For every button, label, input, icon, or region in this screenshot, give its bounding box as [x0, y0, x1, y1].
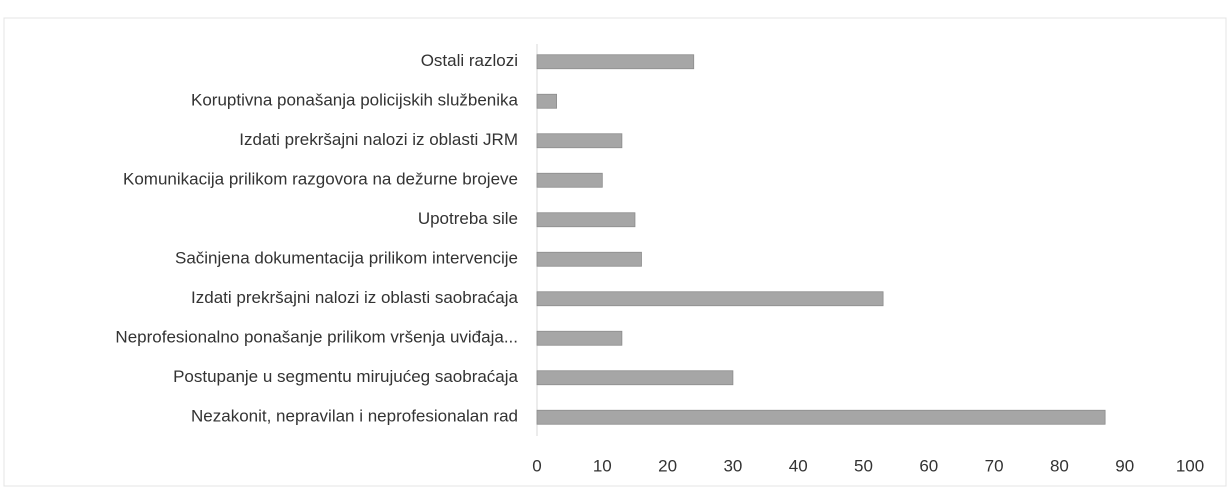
x-tick-label: 90	[1115, 456, 1134, 475]
y-tick-label: Koruptivna ponašanja policijskih služben…	[191, 91, 519, 110]
y-tick-label: Ostali razlozi	[421, 51, 518, 70]
y-tick-label: Nezakonit, nepravilan i neprofesionalan …	[191, 407, 518, 426]
y-tick-label: Upotreba sile	[418, 209, 518, 228]
bar	[536, 172, 603, 188]
y-tick-label: Komunikacija prilikom razgovora na dežur…	[123, 170, 518, 189]
y-tick-label: Izdati prekršajni nalozi iz oblasti saob…	[191, 288, 518, 307]
bar	[536, 133, 623, 149]
x-tick-label: 20	[658, 456, 677, 475]
y-tick-label: Neprofesionalno ponašanje prilikom vršen…	[115, 328, 518, 347]
x-tick-label: 50	[854, 456, 873, 475]
x-tick-label: 30	[723, 456, 742, 475]
y-tick-label: Postupanje u segmentu mirujućeg saobraća…	[173, 367, 518, 386]
x-tick-label: 0	[532, 456, 541, 475]
x-tick-label: 100	[1176, 456, 1204, 475]
x-tick-label: 70	[985, 456, 1004, 475]
bar	[536, 291, 884, 307]
bar	[536, 370, 734, 386]
x-tick-label: 80	[1050, 456, 1069, 475]
bar	[536, 330, 623, 346]
y-tick-label: Sačinjena dokumentacija prilikom interve…	[175, 249, 518, 268]
bar	[536, 212, 636, 228]
bar	[536, 54, 695, 70]
x-tick-label: 40	[789, 456, 808, 475]
bar	[536, 251, 642, 267]
bar	[536, 409, 1106, 425]
bar	[536, 93, 557, 109]
x-tick-label: 10	[593, 456, 612, 475]
y-tick-label: Izdati prekršajni nalozi iz oblasti JRM	[239, 130, 518, 149]
x-tick-label: 60	[919, 456, 938, 475]
